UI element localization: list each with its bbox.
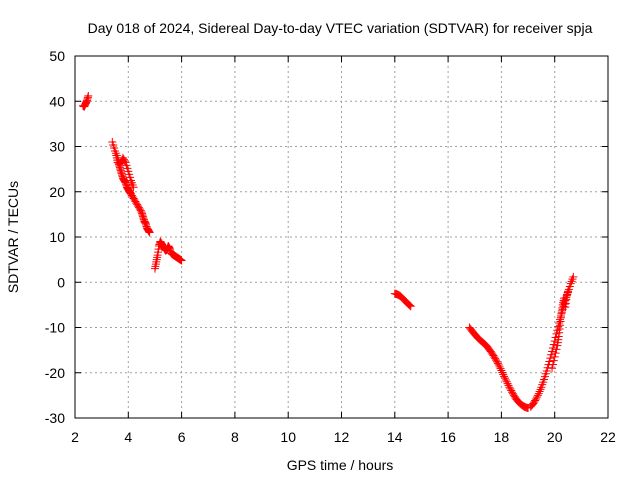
y-tick-label: 20 [49, 184, 65, 200]
grid [75, 56, 608, 418]
x-tick-label: 18 [494, 429, 510, 445]
data-point [116, 159, 125, 168]
data-point [564, 287, 573, 296]
y-axis-label: SDTVAR / TECUs [5, 181, 21, 293]
data-point [532, 393, 541, 402]
data-point [504, 381, 513, 390]
data-markers [78, 91, 578, 413]
data-point [492, 356, 501, 365]
data-point [548, 344, 557, 353]
x-tick-label: 10 [280, 429, 296, 445]
data-point [499, 370, 508, 379]
data-point [548, 360, 557, 369]
x-tick-label: 4 [124, 429, 132, 445]
data-point [494, 361, 503, 370]
y-tick-label: 30 [49, 139, 65, 155]
data-point [536, 385, 545, 394]
data-point [535, 387, 544, 396]
data-point [550, 352, 559, 361]
data-point [498, 368, 507, 377]
data-point [552, 345, 561, 354]
data-point [496, 364, 505, 373]
x-tick-label: 14 [387, 429, 403, 445]
y-tick-label: 0 [57, 274, 65, 290]
data-point [505, 383, 514, 392]
x-tick-label: 20 [547, 429, 563, 445]
data-point [507, 386, 516, 395]
data-point [542, 366, 551, 375]
x-tick-label: 6 [178, 429, 186, 445]
y-tick-label: 40 [49, 93, 65, 109]
chart-title: Day 018 of 2024, Sidereal Day-to-day VTE… [88, 20, 593, 36]
data-point [533, 391, 542, 400]
data-point [549, 340, 558, 349]
data-point [503, 379, 512, 388]
data-point [502, 377, 511, 386]
data-point [405, 301, 414, 310]
data-point [129, 183, 138, 192]
data-point [405, 300, 414, 309]
data-point [120, 156, 129, 165]
data-point [547, 350, 556, 359]
data-point [84, 91, 93, 100]
y-tick-label: -20 [45, 365, 65, 381]
y-tick-label: -10 [45, 320, 65, 336]
y-tick-label: -30 [45, 410, 65, 426]
data-point [493, 359, 502, 368]
x-tick-label: 12 [334, 429, 350, 445]
x-tick-label: 8 [231, 429, 239, 445]
data-point [569, 272, 578, 281]
axis-ticks: 2 4 6 8 10 12 14 16 18 20 22 -30 -20 -10 0 10 20 30 40 50 [45, 48, 616, 445]
y-tick-label: 10 [49, 229, 65, 245]
data-point [534, 389, 543, 398]
data-point [495, 362, 504, 371]
data-point [491, 354, 500, 363]
x-tick-label: 16 [440, 429, 456, 445]
data-point [506, 384, 515, 393]
x-tick-label: 2 [71, 429, 79, 445]
data-point [549, 356, 558, 365]
data-point [531, 396, 540, 405]
data-point [177, 256, 186, 265]
data-point [497, 366, 506, 375]
data-point [567, 277, 576, 286]
data-point [406, 302, 415, 311]
data-point [548, 364, 557, 373]
x-tick-label: 22 [600, 429, 616, 445]
data-point [492, 357, 501, 366]
data-point [501, 375, 510, 384]
data-point [532, 394, 541, 403]
data-point [500, 372, 509, 381]
x-axis-label: GPS time / hours [287, 457, 394, 473]
y-tick-label: 50 [49, 48, 65, 64]
data-point [500, 374, 509, 383]
data-point [145, 228, 154, 237]
data-point [551, 349, 560, 358]
data-point [548, 347, 557, 356]
